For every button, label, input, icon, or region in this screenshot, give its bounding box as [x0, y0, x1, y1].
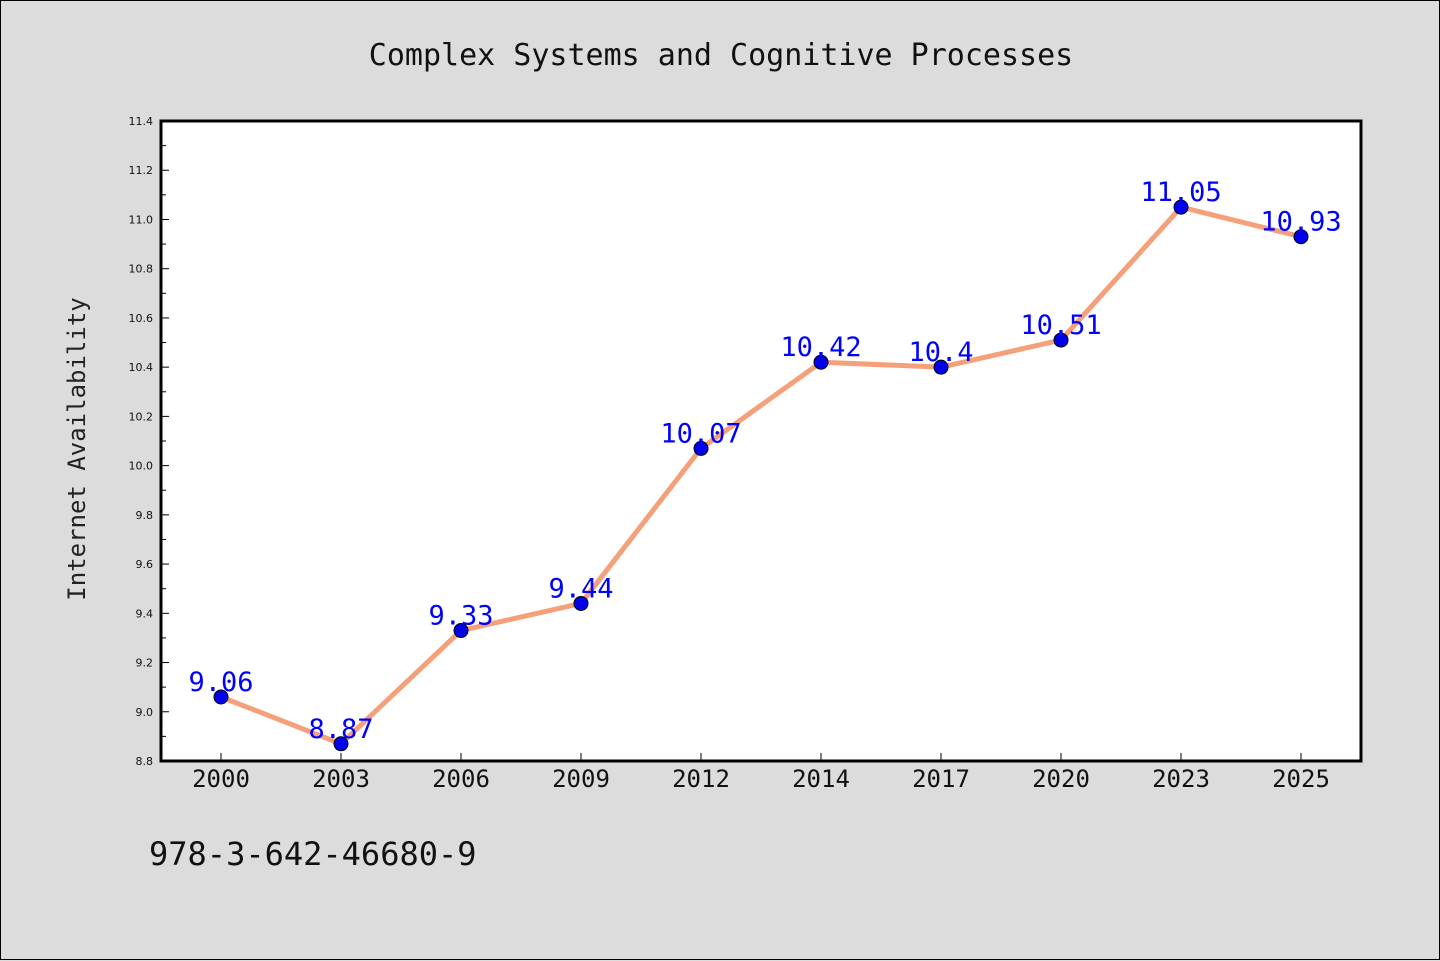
- data-label: 10.93: [1260, 207, 1341, 238]
- x-tick-label: 2006: [432, 765, 490, 793]
- x-tick-label: 2003: [312, 765, 370, 793]
- data-label: 11.05: [1140, 177, 1221, 208]
- y-tick-label: 9.2: [136, 657, 154, 670]
- x-tick-label: 2000: [192, 765, 250, 793]
- data-label: 10.4: [908, 337, 973, 368]
- x-tick-label: 2012: [672, 765, 730, 793]
- y-tick-label: 10.6: [129, 312, 154, 325]
- series-line: [218, 204, 1304, 747]
- data-point: [573, 595, 589, 611]
- data-label: 9.06: [188, 667, 253, 698]
- y-tick-label: 9.8: [136, 509, 154, 522]
- x-tick-label: 2014: [792, 765, 850, 793]
- chart-title: Complex Systems and Cognitive Processes: [369, 38, 1073, 73]
- data-label: 9.33: [428, 601, 493, 632]
- y-tick-label: 9.6: [136, 558, 154, 571]
- data-point: [1293, 229, 1309, 245]
- data-label: 9.44: [548, 573, 613, 604]
- x-tick-label: 2017: [912, 765, 970, 793]
- y-tick-label: 9.4: [136, 607, 154, 620]
- y-tick-label: 10.0: [129, 460, 154, 473]
- data-labels: 9.06 8.87 9.33 9.44 10.07 10.42 10.4 10.51 11.05…: [188, 177, 1341, 745]
- data-label: 10.51: [1020, 310, 1101, 341]
- data-label: 10.42: [780, 332, 861, 363]
- data-label: 10.07: [660, 418, 741, 449]
- y-tick-label: 11.0: [129, 213, 154, 226]
- data-point: [1173, 199, 1189, 215]
- series-markers: [213, 199, 1309, 752]
- y-tick-label: 11.2: [129, 164, 154, 177]
- y-tick-label: 9.0: [136, 706, 154, 719]
- y-tick-label: 10.2: [129, 410, 154, 423]
- y-axis-label: Internet Availability: [63, 297, 91, 600]
- data-point: [213, 689, 229, 705]
- data-point: [813, 354, 829, 370]
- data-point: [693, 440, 709, 456]
- y-tick-label: 8.8: [136, 755, 154, 768]
- y-tick-label: 10.4: [129, 361, 154, 374]
- plot-area: [159, 119, 1363, 763]
- data-label: 8.87: [308, 714, 373, 745]
- y-axis-ticks: 8.8 9.0 9.2 9.4 9.6 9.8 10.0 10.2 10.4 10.6 10.8 11…: [129, 115, 169, 768]
- x-tick-label: 2025: [1272, 765, 1330, 793]
- y-tick-label: 10.8: [129, 263, 154, 276]
- x-axis-ticks: 2000 2003 2006 2009 2012 2014 2017 2020 2023 2025: [192, 753, 1330, 793]
- series-line-group: [218, 204, 1304, 747]
- data-point: [933, 359, 949, 375]
- x-tick-label: 2023: [1152, 765, 1210, 793]
- x-tick-label: 2020: [1032, 765, 1090, 793]
- data-point: [453, 623, 469, 639]
- footer-code: 978-3-642-46680-9: [149, 835, 477, 873]
- y-tick-label: 11.4: [129, 115, 154, 128]
- data-point: [333, 736, 349, 752]
- x-tick-label: 2009: [552, 765, 610, 793]
- data-point: [1053, 332, 1069, 348]
